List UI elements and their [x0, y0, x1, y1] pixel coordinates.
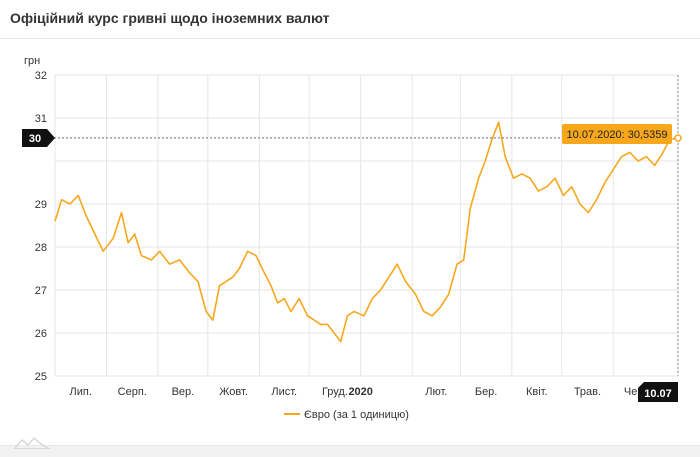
tooltip-text: 10.07.2020: 30,5359: [567, 129, 668, 141]
footer-bar: [0, 436, 700, 457]
x-tick-label: 2020: [348, 386, 372, 398]
chart-header: Офіційний курс гривні щодо іноземних вал…: [0, 0, 700, 39]
data-point-marker[interactable]: [674, 134, 682, 142]
y-tick-label: 31: [35, 113, 47, 125]
line-chart[interactable]: грн 25 26 27 28 29 31 32 Лип. Серп. Вер. Жовт. Лист.…: [0, 39, 700, 445]
y-crosshair-label-bg: [22, 128, 55, 147]
y-axis-unit-label: грн: [24, 55, 40, 67]
y-crosshair-label: 30: [29, 133, 41, 145]
tooltip-box: [562, 123, 672, 144]
x-crosshair-label-bg: [638, 382, 678, 402]
x-tick-label: Квіт.: [526, 386, 548, 398]
legend-label-euro: Євро (за 1 одиницю): [304, 409, 409, 421]
series-line-euro[interactable]: [54, 121, 679, 343]
y-tick-label: 27: [35, 285, 47, 297]
x-tick-label: Бер.: [475, 386, 498, 398]
x-tick-label: Груд.: [322, 386, 348, 398]
x-crosshair-label: 10.07: [644, 388, 672, 400]
x-tick-label: Лют.: [425, 386, 447, 398]
y-tick-label: 25: [35, 371, 47, 383]
y-tick-label: 26: [35, 328, 47, 340]
x-tick-label: Вер.: [172, 386, 195, 398]
x-tick-label: Жовт.: [219, 386, 248, 398]
y-tick-label: 32: [35, 70, 47, 82]
page-title: Офіційний курс гривні щодо іноземних вал…: [10, 10, 330, 26]
x-tick-label: Трав.: [574, 386, 601, 398]
y-tick-label: 29: [35, 199, 47, 211]
y-tick-label: 28: [35, 242, 47, 254]
x-tick-label: Серп.: [118, 386, 147, 398]
x-tick-label: Лист.: [271, 386, 297, 398]
x-tick-label: Лип.: [70, 386, 92, 398]
chart-logo-icon: [14, 436, 50, 449]
chart-area[interactable]: грн 25 26 27 28 29 31 32 Лип. Серп. Вер. Жовт. Лист.…: [0, 39, 700, 445]
